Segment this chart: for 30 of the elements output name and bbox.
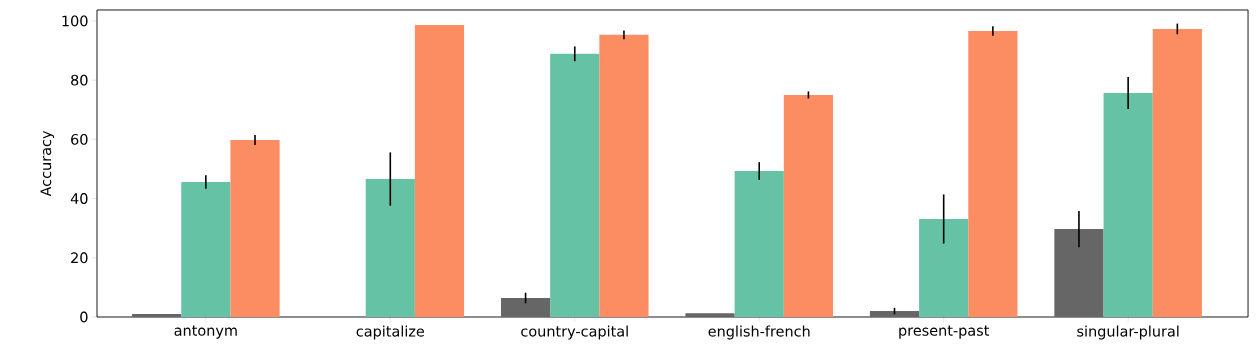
y-tick-label: 0 <box>80 311 88 323</box>
x-tick-label: country-capital <box>521 325 628 340</box>
x-tick-label: present-past <box>899 325 990 339</box>
x-tick-label: english-french <box>708 325 810 340</box>
bar <box>968 31 1018 317</box>
x-tick-label: capitalize <box>356 325 425 340</box>
y-tick-label: 80 <box>71 74 88 86</box>
y-axis-title: Accuracy <box>40 130 55 197</box>
x-tick-label: antonym <box>174 325 237 339</box>
bar <box>132 314 182 317</box>
bar <box>414 25 465 317</box>
bar <box>1152 28 1202 317</box>
bar <box>181 182 231 317</box>
bar <box>1103 92 1153 317</box>
bar <box>734 171 784 317</box>
bar <box>783 94 834 317</box>
bar <box>685 313 735 317</box>
bar <box>599 34 649 317</box>
bar <box>550 53 600 317</box>
y-tick-label: 20 <box>71 252 88 264</box>
y-tick-label: 40 <box>70 193 88 205</box>
bar <box>230 139 280 317</box>
bar <box>1054 229 1104 317</box>
bar <box>365 179 415 317</box>
bar <box>500 298 551 317</box>
y-tick-label: 100 <box>62 15 88 27</box>
bar <box>869 311 920 317</box>
y-tick-label: 60 <box>71 133 88 145</box>
bar <box>919 219 969 317</box>
x-tick-label: singular-plural <box>1077 325 1179 340</box>
